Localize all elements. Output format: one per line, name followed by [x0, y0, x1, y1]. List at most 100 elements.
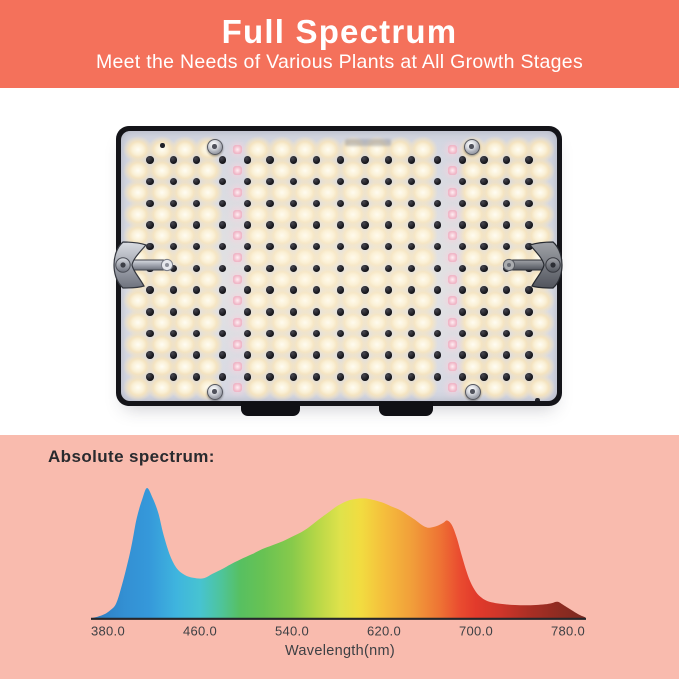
diode-hole — [361, 242, 369, 251]
spectrum-heading: Absolute spectrum: — [48, 447, 215, 466]
diode-hole — [192, 156, 201, 164]
diode-hole — [384, 199, 393, 208]
diode-hole — [336, 308, 345, 316]
product-photo-section — [0, 88, 679, 435]
diode-hole — [525, 177, 533, 186]
diode-hole — [433, 264, 442, 273]
diode-hole — [192, 242, 201, 251]
diode-hole — [169, 286, 178, 294]
diode-hole — [289, 351, 298, 359]
diode-hole — [289, 286, 298, 294]
pink-led — [447, 296, 457, 306]
diode-hole — [480, 199, 488, 208]
pink-led — [447, 187, 457, 197]
screw — [465, 384, 481, 400]
x-tick-label: 460.0 — [183, 624, 217, 639]
diode-hole — [458, 351, 467, 359]
pink-led — [232, 144, 242, 154]
diode-hole — [458, 308, 467, 316]
mounting-bracket-right — [502, 237, 566, 298]
page-title: Full Spectrum — [221, 13, 458, 51]
led-panel — [113, 126, 563, 416]
page-subtitle: Meet the Needs of Various Plants at All … — [95, 51, 584, 74]
diode-hole — [192, 351, 201, 359]
diode-hole — [407, 264, 416, 273]
diode-hole — [407, 242, 416, 251]
diode-hole — [361, 351, 369, 359]
diode-hole — [146, 242, 154, 251]
diode-hole — [169, 177, 178, 186]
diode-hole — [336, 373, 345, 381]
diode-hole — [480, 286, 488, 294]
diode-hole — [243, 221, 252, 229]
pink-led — [447, 166, 457, 176]
diode-hole — [312, 264, 321, 273]
diode-hole — [433, 177, 442, 186]
pink-led — [447, 318, 457, 328]
diode-hole — [312, 329, 321, 338]
diode-hole — [525, 351, 533, 359]
diode-hole — [384, 156, 393, 164]
diode-hole — [218, 286, 227, 294]
diode-hole — [243, 242, 252, 251]
diode-hole — [192, 373, 201, 381]
diode-hole — [407, 308, 416, 316]
diode-hole — [433, 242, 442, 251]
diode-hole — [218, 156, 227, 164]
diode-hole — [243, 177, 252, 186]
diode-hole — [480, 221, 488, 229]
diode-hole — [289, 242, 298, 251]
diode-hole — [192, 308, 201, 316]
diode-hole — [336, 199, 345, 208]
diode-hole — [218, 373, 227, 381]
diode-hole — [384, 177, 393, 186]
diode-hole — [289, 264, 298, 273]
diode-hole — [361, 373, 369, 381]
diode-hole — [266, 286, 274, 294]
diode-hole — [218, 242, 227, 251]
diode-hole — [169, 351, 178, 359]
pink-led — [447, 253, 457, 262]
diode-hole — [480, 264, 488, 273]
diode-hole — [480, 242, 488, 251]
diode-hole — [502, 286, 511, 294]
diode-hole — [312, 351, 321, 359]
diode-hole — [502, 156, 511, 164]
screw — [464, 139, 480, 155]
diode-hole — [312, 199, 321, 208]
diode-hole — [361, 264, 369, 273]
diode-hole — [218, 199, 227, 208]
diode-hole — [192, 264, 201, 273]
diode-hole — [384, 286, 393, 294]
diode-hole — [266, 373, 274, 381]
diode-hole — [502, 373, 511, 381]
diode-hole — [266, 329, 274, 338]
diode-hole — [384, 264, 393, 273]
diode-hole — [361, 177, 369, 186]
x-tick-label: 700.0 — [459, 624, 493, 639]
diode-hole — [243, 308, 252, 316]
diode-hole — [407, 177, 416, 186]
diode-hole — [458, 286, 467, 294]
diode-hole — [146, 156, 154, 164]
diode-hole — [407, 373, 416, 381]
diode-hole — [218, 221, 227, 229]
pink-led — [232, 166, 242, 176]
diode-hole — [289, 199, 298, 208]
diode-hole — [458, 221, 467, 229]
diode-hole — [433, 221, 442, 229]
pink-led — [447, 144, 457, 154]
diode-hole — [458, 242, 467, 251]
diode-hole — [146, 308, 154, 316]
diode-hole — [384, 351, 393, 359]
diode-hole — [146, 221, 154, 229]
pink-led — [447, 361, 457, 371]
diode-hole — [480, 156, 488, 164]
diode-hole — [480, 329, 488, 338]
diode-hole — [266, 308, 274, 316]
diode-hole — [146, 286, 154, 294]
diode-hole — [146, 351, 154, 359]
diode-hole — [192, 329, 201, 338]
power-port — [379, 402, 433, 416]
